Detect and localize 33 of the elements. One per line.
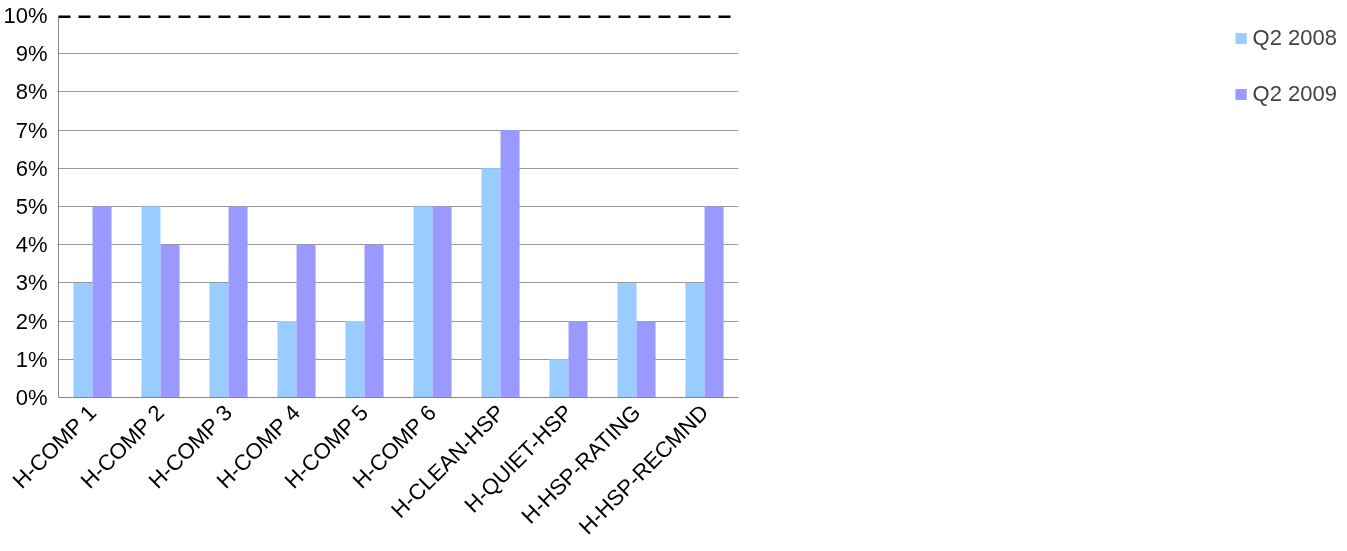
y-tick-label: 10% bbox=[3, 3, 48, 28]
bar bbox=[345, 321, 365, 398]
bar bbox=[141, 206, 161, 398]
bar bbox=[296, 244, 316, 398]
bar bbox=[92, 206, 112, 398]
y-tick-label: 9% bbox=[15, 41, 48, 67]
y-tick-label: 7% bbox=[15, 117, 48, 143]
bar bbox=[228, 206, 248, 398]
bar bbox=[568, 321, 588, 398]
y-tick-label: 2% bbox=[15, 308, 48, 334]
y-tick-label: 3% bbox=[15, 270, 48, 296]
y-tick-label: 5% bbox=[15, 194, 48, 219]
y-tick-label: 6% bbox=[15, 155, 48, 181]
bar bbox=[160, 244, 180, 398]
bar bbox=[209, 282, 229, 398]
bar bbox=[277, 321, 297, 398]
bar bbox=[481, 168, 501, 398]
legend-label: Q2 2008 bbox=[1252, 25, 1337, 51]
bar bbox=[432, 206, 452, 398]
y-tick-label: 8% bbox=[15, 79, 48, 105]
bar bbox=[685, 282, 705, 398]
y-tick-label: 4% bbox=[15, 232, 48, 258]
bar bbox=[73, 282, 93, 398]
bar bbox=[500, 130, 520, 398]
y-tick-label: 1% bbox=[15, 346, 48, 372]
legend-label: Q2 2009 bbox=[1252, 81, 1337, 107]
bar bbox=[704, 206, 724, 398]
bar bbox=[549, 359, 569, 398]
bar bbox=[636, 321, 656, 398]
bar bbox=[413, 206, 433, 398]
y-tick-label: 0% bbox=[15, 385, 48, 410]
bar bbox=[364, 244, 384, 398]
bar bbox=[617, 282, 637, 398]
